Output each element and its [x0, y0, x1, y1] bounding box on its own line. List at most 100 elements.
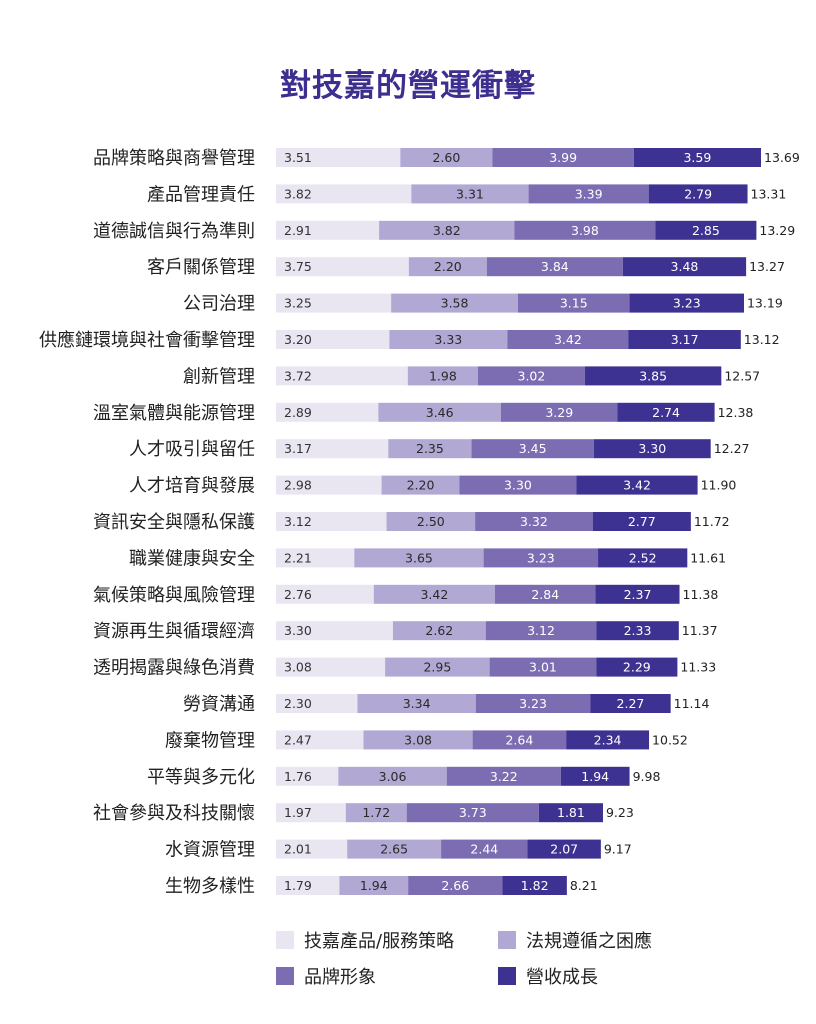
- data-label: 3.42: [420, 587, 448, 602]
- data-label: 3.06: [379, 769, 407, 784]
- data-label: 2.76: [284, 587, 312, 602]
- bar-segment: [408, 257, 487, 277]
- category-label: 透明揭露與綠色消費: [93, 658, 255, 679]
- legend-swatch: [498, 931, 516, 949]
- bar-segment: [373, 584, 495, 604]
- data-label: 3.31: [456, 186, 484, 201]
- category-label: 品牌策略與商譽管理: [93, 148, 255, 169]
- data-label: 1.98: [429, 368, 457, 383]
- total-label: 13.29: [759, 223, 795, 238]
- data-label: 3.29: [545, 405, 573, 420]
- total-label: 11.38: [683, 587, 719, 602]
- category-label: 供應鏈環境與社會衝擊管理: [39, 329, 255, 351]
- data-label: 3.17: [671, 332, 699, 347]
- bar-segment: [590, 694, 671, 713]
- data-label: 2.21: [284, 550, 312, 565]
- total-label: 13.69: [764, 150, 800, 165]
- data-label: 2.47: [284, 732, 312, 747]
- data-label: 3.51: [284, 150, 312, 165]
- data-label: 3.08: [404, 732, 432, 747]
- category-label: 人才吸引與留任: [129, 439, 255, 460]
- bar-segment: [507, 330, 629, 349]
- category-label: 生物多樣性: [165, 876, 255, 897]
- data-label: 2.34: [594, 732, 622, 747]
- data-label: 2.95: [423, 660, 451, 675]
- total-label: 11.37: [682, 623, 718, 638]
- data-label: 2.33: [624, 623, 652, 638]
- chart-legend: 技嘉產品/服務策略 法規遵循之困應 品牌形象 營收成長: [276, 926, 736, 996]
- total-label: 11.14: [674, 696, 710, 711]
- bar-segment: [276, 657, 386, 677]
- bar-segment: [276, 257, 409, 277]
- data-label: 2.74: [652, 405, 680, 420]
- data-label: 3.17: [284, 441, 312, 456]
- data-label: 3.08: [284, 660, 312, 675]
- bar-segment: [354, 548, 484, 568]
- data-label: 3.82: [284, 186, 312, 201]
- data-label: 1.72: [362, 805, 390, 820]
- bar-segment: [494, 584, 596, 604]
- chart-title: 對技嘉的營運衝擊: [280, 68, 536, 104]
- data-label: 3.12: [527, 623, 555, 638]
- bar-segment: [276, 694, 358, 713]
- bar-segment: [595, 584, 680, 604]
- legend-swatch: [276, 931, 294, 949]
- bar-segment: [276, 730, 364, 750]
- bar-segment: [357, 694, 476, 713]
- data-label: 2.30: [284, 696, 312, 711]
- data-label: 1.94: [581, 769, 609, 784]
- bar-segment: [592, 512, 691, 531]
- bar-segment: [276, 876, 340, 895]
- data-label: 1.76: [284, 769, 312, 784]
- bar-segment: [514, 220, 656, 240]
- data-label: 2.85: [692, 223, 720, 238]
- data-label: 2.98: [284, 478, 312, 493]
- bar-segment: [489, 657, 597, 677]
- data-label: 3.02: [518, 368, 546, 383]
- bar-segment: [276, 839, 348, 859]
- bar-segment: [276, 475, 382, 495]
- legend-label: 營收成長: [526, 967, 598, 988]
- legend-item-revenue-growth: 營收成長: [498, 964, 598, 988]
- bar-segment: [406, 803, 539, 823]
- data-label: 2.89: [284, 405, 312, 420]
- data-label: 2.79: [684, 186, 712, 201]
- data-label: 2.84: [531, 587, 559, 602]
- data-label: 2.01: [284, 842, 312, 857]
- data-label: 2.65: [380, 842, 408, 857]
- bar-segment: [566, 730, 650, 750]
- bar-segment: [345, 803, 407, 823]
- data-label: 3.42: [623, 478, 651, 493]
- bar-segment: [411, 184, 529, 204]
- data-label: 3.32: [520, 514, 548, 529]
- total-label: 13.31: [751, 186, 787, 201]
- total-label: 13.27: [749, 259, 785, 274]
- bar-segment: [276, 184, 412, 204]
- data-label: 3.46: [426, 405, 454, 420]
- bar-segment: [576, 475, 698, 495]
- bar-segment: [598, 548, 688, 568]
- total-label: 9.98: [633, 769, 661, 784]
- category-label: 水資源管理: [165, 840, 255, 861]
- bar-segment: [276, 220, 380, 240]
- bar-segment: [517, 293, 630, 313]
- legend-item-product-strategy: 技嘉產品/服務策略: [276, 928, 454, 952]
- bar-segment: [276, 766, 339, 786]
- legend-swatch: [498, 967, 516, 985]
- data-label: 3.84: [541, 259, 569, 274]
- data-label: 3.22: [490, 769, 518, 784]
- bar-segment: [471, 439, 594, 459]
- data-label: 3.20: [284, 332, 312, 347]
- data-label: 2.60: [432, 150, 460, 165]
- total-label: 11.33: [680, 660, 716, 675]
- data-label: 1.82: [521, 878, 549, 893]
- bar-segment: [276, 548, 355, 568]
- data-label: 3.39: [575, 186, 603, 201]
- bar-segment: [276, 330, 390, 349]
- data-label: 3.23: [519, 696, 547, 711]
- bar-segment: [475, 512, 593, 531]
- legend-item-brand-image: 品牌形象: [276, 964, 376, 988]
- bar-segment: [378, 402, 501, 422]
- bar-segment: [389, 330, 508, 349]
- bar-segment: [500, 402, 618, 422]
